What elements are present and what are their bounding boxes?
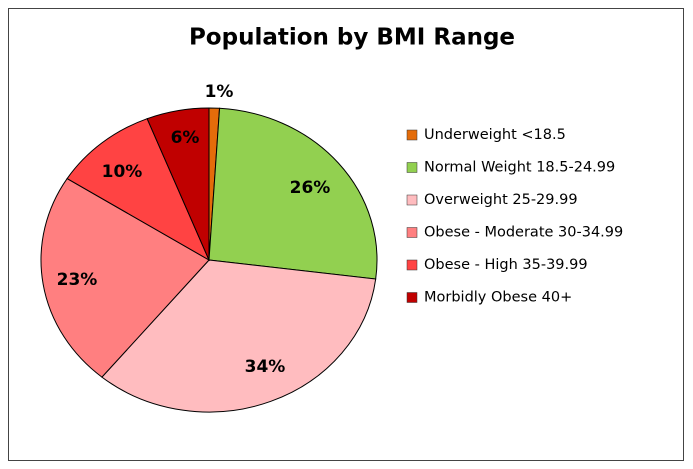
pie-slice xyxy=(101,259,377,413)
pie-slice xyxy=(208,107,378,280)
pie-slice xyxy=(40,177,210,378)
pie-slice xyxy=(66,118,211,262)
legend-swatch xyxy=(406,259,418,271)
legend-swatch xyxy=(406,162,418,173)
legend-swatch xyxy=(406,227,418,238)
legend-label: Overweight 25-29.99 xyxy=(424,192,578,208)
data-label: 10% xyxy=(102,162,143,182)
data-label: 1% xyxy=(205,82,234,102)
legend-label: Normal Weight 18.5-24.99 xyxy=(424,160,615,176)
legend-swatch xyxy=(406,129,418,141)
legend-label: Underweight <18.5 xyxy=(424,127,566,143)
legend-swatch xyxy=(406,194,418,206)
legend-swatch xyxy=(406,292,418,303)
data-label: 26% xyxy=(290,178,331,198)
legend-label: Obese - High 35-39.99 xyxy=(424,257,588,273)
legend-label: Morbidly Obese 40+ xyxy=(424,290,572,306)
pie-slice xyxy=(146,107,210,261)
data-label: 34% xyxy=(245,357,286,377)
chart-title: Population by BMI Range xyxy=(189,25,515,51)
legend-label: Obese - Moderate 30-34.99 xyxy=(424,225,623,241)
data-label: 23% xyxy=(57,270,98,290)
data-label: 6% xyxy=(171,128,200,148)
